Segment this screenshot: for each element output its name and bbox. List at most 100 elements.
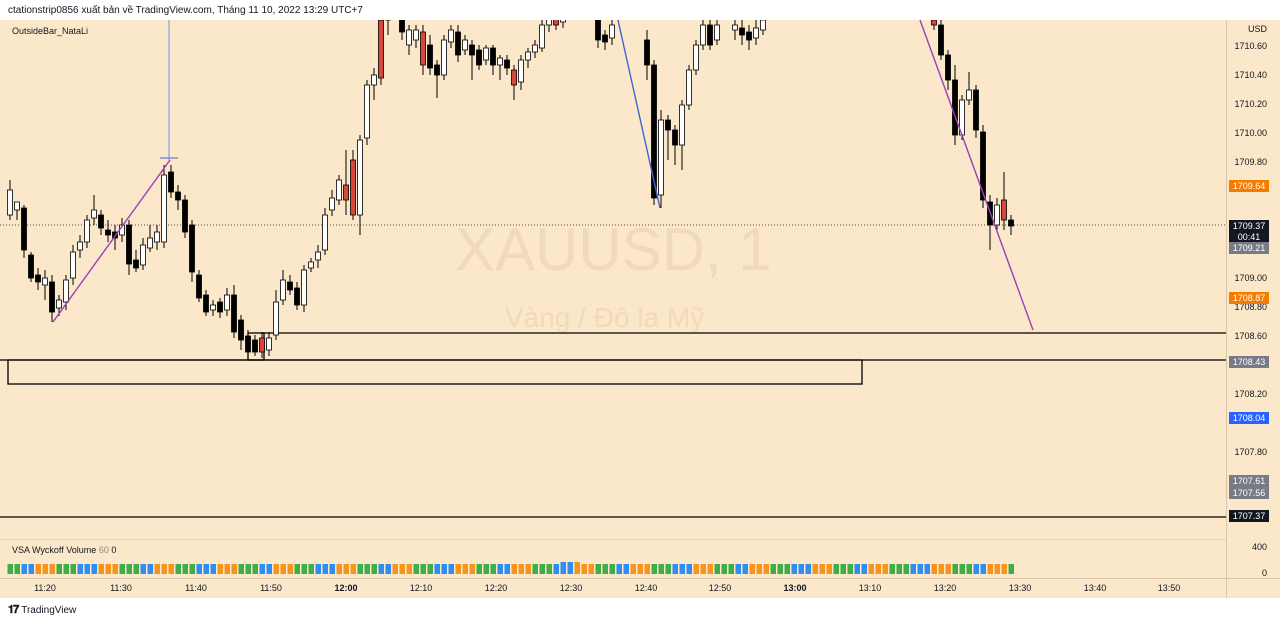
volume-bar: [511, 564, 517, 574]
candle-body: [434, 64, 440, 76]
volume-bar: [126, 564, 132, 574]
tradingview-logo[interactable]: 𝟏𝟕 TradingView: [8, 604, 76, 617]
candle-body: [700, 24, 706, 46]
volume-bar: [1008, 564, 1014, 574]
candle-body: [133, 259, 139, 269]
volume-bar: [252, 564, 258, 574]
volume-bar: [784, 564, 790, 574]
candle-body: [210, 304, 216, 311]
volume-bar: [224, 564, 230, 574]
volume-indicator-length: 60: [98, 545, 109, 555]
volume-bar: [434, 564, 440, 574]
time-axis[interactable]: 11:20 11:30 11:40 11:50 12:00 12:10 12:20 12:30…: [0, 578, 1226, 598]
candle-body: [161, 174, 167, 243]
candle-body: [413, 29, 419, 41]
volume-bar: [56, 564, 62, 574]
candle-body: [945, 54, 951, 81]
candle-body: [399, 20, 405, 33]
candlestick-chart[interactable]: [0, 20, 1226, 540]
volume-bar: [672, 564, 678, 574]
candle-body: [175, 191, 181, 201]
candle-body: [105, 229, 111, 236]
candle-body: [651, 64, 657, 199]
candle-body: [665, 119, 671, 131]
volume-bar: [875, 564, 881, 574]
volume-bar: [581, 564, 587, 574]
volume-indicator-title[interactable]: VSA Wyckoff Volume 60 0: [12, 545, 116, 555]
time-label: 11:40: [185, 583, 207, 593]
volume-bar: [175, 564, 181, 574]
volume-bar: [161, 564, 167, 574]
time-label: 12:40: [634, 583, 658, 593]
volume-pane[interactable]: VSA Wyckoff Volume 60 0: [0, 540, 1226, 578]
candle-body: [609, 24, 615, 39]
volume-bar: [266, 564, 272, 574]
volume-bar: [630, 564, 636, 574]
price-tick: 1709.80: [1234, 157, 1267, 167]
volume-bar: [595, 564, 601, 574]
volume-bar: [924, 564, 930, 574]
demand-zone-box: [7, 359, 863, 385]
volume-bar: [287, 564, 293, 574]
candle-body: [760, 20, 766, 31]
candle-body: [560, 20, 566, 23]
candle-body: [739, 27, 745, 36]
main-chart-pane[interactable]: XAUUSD, 1 Vàng / Đô la Mỹ OutsideBar_Nat…: [0, 20, 1226, 540]
volume-bar: [959, 564, 965, 574]
volume-bar: [532, 564, 538, 574]
candle-body: [525, 51, 531, 61]
publisher-header: ctationstrip0856 xuất bản về TradingView…: [0, 0, 1280, 20]
volume-bar: [119, 564, 125, 574]
candle-body: [504, 59, 510, 69]
volume-bar: [329, 564, 335, 574]
volume-bar: [637, 564, 643, 574]
candle-body: [462, 39, 468, 51]
volume-bar: [623, 564, 629, 574]
candle-body: [994, 204, 1000, 226]
candle-body: [98, 214, 104, 229]
volume-bar: [868, 564, 874, 574]
volume-bar: [476, 564, 482, 574]
volume-bar: [756, 564, 762, 574]
candle-body: [644, 39, 650, 66]
indicator-label[interactable]: OutsideBar_NataLi: [12, 26, 89, 36]
candle-body: [672, 129, 678, 146]
volume-bar: [238, 564, 244, 574]
volume-bar: [686, 564, 692, 574]
volume-bar: [525, 564, 531, 574]
volume-bar: [616, 564, 622, 574]
price-axis[interactable]: USD 1710.60 1710.40 1710.20 1710.00 1709…: [1226, 20, 1280, 578]
volume-bar: [854, 564, 860, 574]
volume-bar: [483, 564, 489, 574]
volume-bar: [798, 564, 804, 574]
volume-bar: [350, 564, 356, 574]
volume-bar: [952, 564, 958, 574]
pane-separator[interactable]: [0, 539, 1226, 540]
volume-bar: [917, 564, 923, 574]
volume-bar: [539, 564, 545, 574]
time-label: 11:50: [260, 583, 282, 593]
candle-body: [406, 29, 412, 46]
time-label: 12:10: [409, 583, 433, 593]
volume-bar: [245, 564, 251, 574]
candle-body: [966, 89, 972, 101]
price-tick: 1709.00: [1234, 273, 1267, 283]
candle-body: [931, 20, 937, 26]
volume-bar: [63, 564, 69, 574]
volume-bar: [427, 564, 433, 574]
volume-bar: [42, 564, 48, 574]
volume-bar: [49, 564, 55, 574]
candle-body: [203, 294, 209, 313]
price-tick: 1710.00: [1234, 128, 1267, 138]
volume-bar: [567, 562, 573, 574]
candle-body: [140, 244, 146, 266]
volume-bar: [112, 564, 118, 574]
volume-bar: [518, 564, 524, 574]
candle-body: [746, 31, 752, 41]
candle-body: [70, 251, 76, 279]
volume-bar: [462, 564, 468, 574]
volume-bar: [819, 564, 825, 574]
trendline-down: [919, 20, 1034, 331]
volume-bar: [721, 564, 727, 574]
volume-bar: [938, 564, 944, 574]
